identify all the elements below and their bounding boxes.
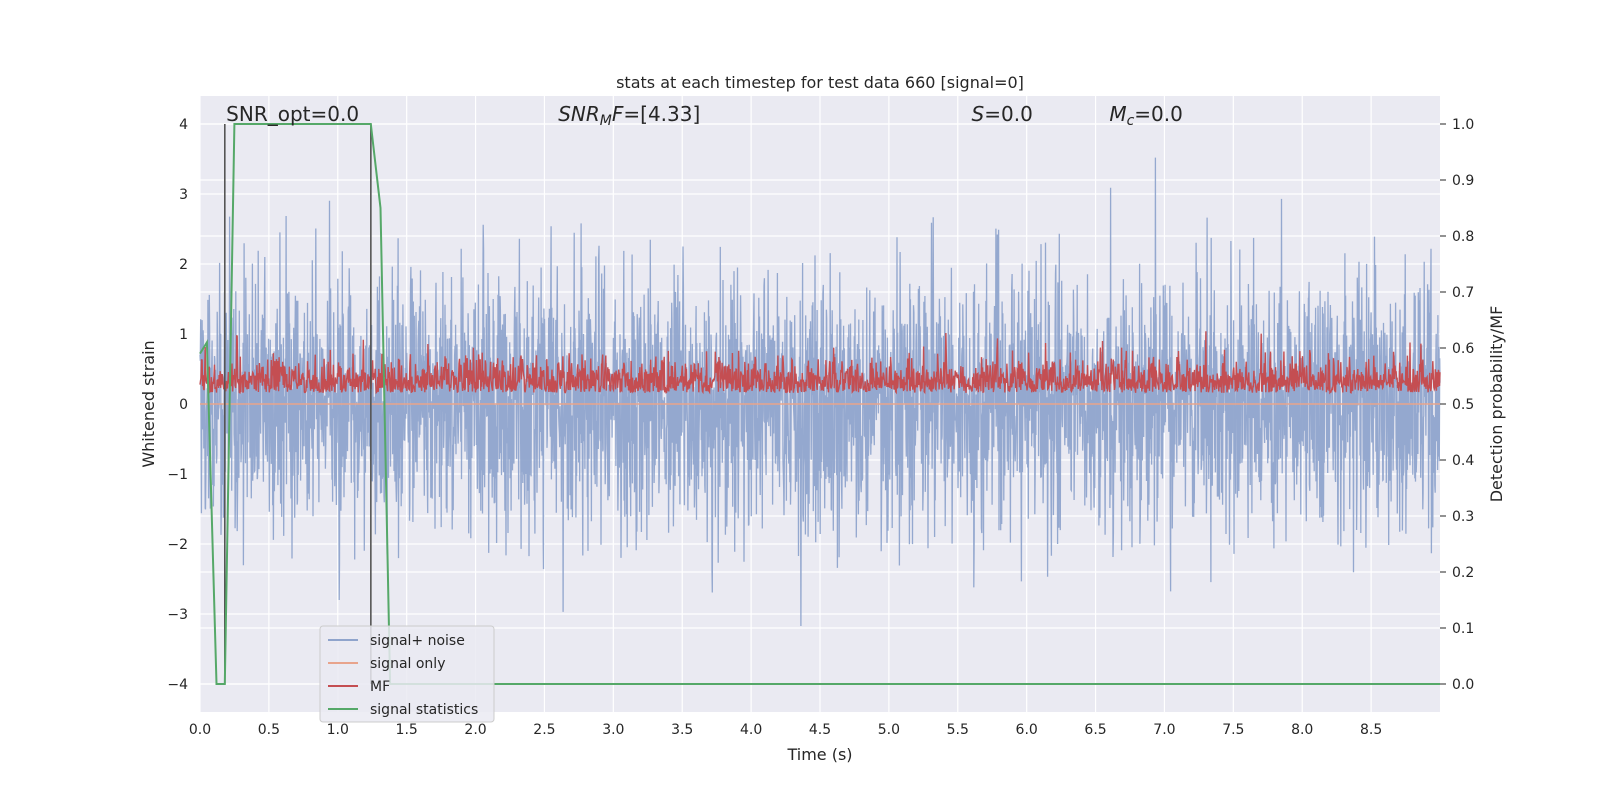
annotation-part: S [972, 102, 985, 126]
x-tick-label: 1.0 [327, 722, 349, 738]
y-axis-left-ticks: −4 −3 −2 −1 0 1 2 3 4 [167, 117, 188, 693]
x-tick-label: 0.0 [189, 722, 211, 738]
x-tick-label: 6.0 [1016, 722, 1038, 738]
signal-statistics-series [199, 123, 1440, 685]
x-axis-label: Time (s) [786, 745, 852, 764]
y-tick-label-right: 0.4 [1452, 453, 1474, 469]
y-tick-label-right: 0.1 [1452, 621, 1474, 637]
y-tick-label-left: −1 [167, 467, 188, 483]
y-tick-label-right: 0.0 [1452, 677, 1474, 693]
x-tick-label: 8.0 [1291, 722, 1313, 738]
y-tick-label-left: −2 [167, 537, 188, 553]
y-tick-label-left: 3 [179, 187, 188, 203]
y-axis-right-ticks: 0.0 0.1 0.2 0.3 0.4 0.5 0.6 0.7 0.8 0.9 1.0 [1440, 117, 1474, 693]
x-tick-label: 3.0 [602, 722, 624, 738]
mf-line [199, 331, 1441, 395]
annotation-snr-opt: SNR_opt=0.0 [226, 102, 359, 126]
signal-statistics-line [199, 123, 1440, 685]
legend-label-signal-statistics: signal statistics [370, 702, 478, 718]
legend-label-signal-only: signal only [370, 656, 445, 672]
x-tick-label: 2.0 [464, 722, 486, 738]
x-tick-label: 7.5 [1222, 722, 1244, 738]
y-tick-label-right: 0.6 [1452, 341, 1474, 357]
x-axis-ticks: 0.0 0.5 1.0 1.5 2.0 2.5 3.0 3.5 4.0 4.5 5.0 5.5 6.0 6… [189, 722, 1382, 738]
annotation-part: SNR_opt=0.0 [226, 102, 359, 126]
annotations: SNR_opt=0.0 SNRMF=[4.33] S=0.0 Mc=0.0 [226, 102, 1183, 129]
x-tick-label: 6.5 [1084, 722, 1106, 738]
y-tick-label-right: 0.3 [1452, 509, 1474, 525]
x-tick-label: 5.5 [947, 722, 969, 738]
y-tick-label-right: 0.2 [1452, 565, 1474, 581]
y-tick-label-left: −3 [167, 607, 188, 623]
x-tick-label: 4.5 [809, 722, 831, 738]
x-tick-label: 0.5 [258, 722, 280, 738]
chart-title: stats at each timestep for test data 660… [616, 73, 1024, 92]
x-tick-label: 3.5 [671, 722, 693, 738]
x-tick-label: 8.5 [1360, 722, 1382, 738]
y-tick-label-right: 0.9 [1452, 173, 1474, 189]
y-tick-label-left: −4 [167, 677, 188, 693]
annotation-mc-value: Mc=0.0 [1109, 102, 1183, 129]
annotation-snr-mf: SNRMF=[4.33] [558, 102, 700, 129]
x-tick-label: 7.0 [1153, 722, 1175, 738]
annotation-part: SNR [558, 102, 600, 126]
y-tick-label-left: 1 [179, 327, 188, 343]
y-tick-label-left: 0 [179, 397, 188, 413]
x-tick-label: 5.0 [878, 722, 900, 738]
y-tick-label-right: 1.0 [1452, 117, 1474, 133]
annotation-part: c [1127, 113, 1135, 129]
vertical-markers [224, 124, 372, 684]
annotation-s-value: S=0.0 [972, 102, 1033, 126]
legend-label-mf: MF [370, 679, 390, 695]
legend-box [319, 625, 495, 723]
annotation-part: =0.0 [984, 102, 1033, 126]
annotation-part: M [1109, 102, 1126, 126]
annotation-part: =[4.33] [623, 102, 700, 126]
annotation-part: F [612, 102, 624, 126]
y-tick-label-right: 0.8 [1452, 229, 1474, 245]
x-tick-label: 2.5 [533, 722, 555, 738]
y-tick-label-left: 4 [179, 117, 188, 133]
y-axis-right-label: Detection probability/MF [1487, 306, 1506, 503]
y-tick-label-right: 0.7 [1452, 285, 1474, 301]
x-tick-label: 4.0 [740, 722, 762, 738]
legend-label-signal-noise: signal+ noise [370, 633, 465, 649]
x-tick-label: 1.5 [396, 722, 418, 738]
y-tick-label-left: 2 [179, 257, 188, 273]
annotation-part: =0.0 [1134, 102, 1183, 126]
y-tick-label-right: 0.5 [1452, 397, 1474, 413]
mf-series [199, 331, 1441, 395]
annotation-part: M [600, 113, 612, 129]
y-axis-left-label: Whitened strain [139, 340, 158, 467]
legend: signal+ noise signal only MF signal stat… [319, 625, 495, 723]
